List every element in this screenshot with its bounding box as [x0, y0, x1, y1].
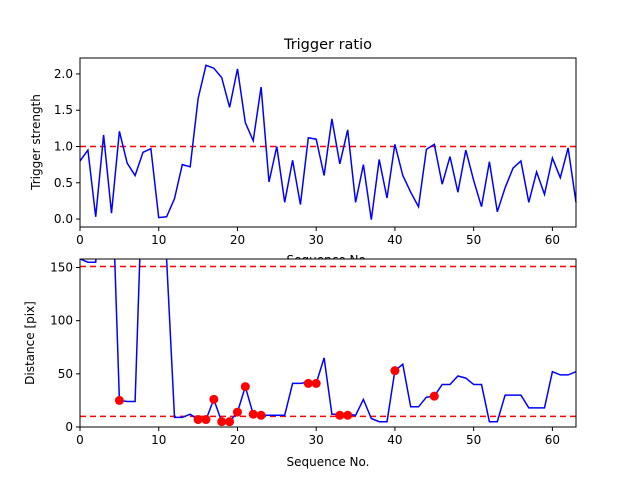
data-marker	[429, 391, 439, 401]
y-axis-label: Trigger strength	[29, 94, 43, 191]
x-tick-label: 40	[387, 433, 402, 447]
x-tick-label: 0	[76, 433, 84, 447]
y-axis-ticks: 0.0 0.5 1.0 1.5 2.0	[54, 67, 80, 226]
x-tick-label: 50	[466, 433, 481, 447]
data-marker	[248, 409, 258, 419]
x-tick-label: 10	[151, 233, 166, 247]
x-tick-label: 20	[230, 233, 245, 247]
x-tick-label: 20	[230, 433, 245, 447]
data-marker	[114, 395, 124, 405]
y-axis-ticks: 0 50 100 150	[50, 261, 80, 434]
y-tick-label: 50	[58, 367, 73, 381]
y-tick-label: 0	[65, 420, 73, 434]
y-tick-label: 1.0	[54, 139, 73, 153]
y-tick-label: 0.0	[54, 212, 73, 226]
data-marker	[209, 394, 219, 404]
x-tick-label: 60	[545, 233, 560, 247]
trigger-ratio-chart: Trigger ratio 0 10 20 30 40 50 60 0.0 0.5 1.0 1.5…	[29, 37, 577, 267]
data-marker	[256, 410, 266, 420]
chart-title: Trigger ratio	[283, 37, 372, 53]
data-marker	[390, 366, 400, 376]
data-marker	[225, 417, 235, 427]
data-marker	[193, 415, 203, 425]
y-tick-label: 150	[50, 261, 73, 275]
y-tick-label: 100	[50, 314, 73, 328]
data-marker	[240, 382, 250, 392]
y-axis-label: Distance [pix]	[23, 301, 37, 385]
x-axis-label: Sequence No.	[287, 455, 370, 469]
trigger-strength-line	[79, 64, 577, 220]
x-tick-label: 30	[309, 433, 324, 447]
x-axis-ticks: 0 10 20 30 40 50 60	[76, 227, 560, 247]
x-tick-label: 60	[545, 433, 560, 447]
data-marker	[343, 410, 353, 420]
y-tick-label: 2.0	[54, 67, 73, 81]
x-tick-label: 40	[387, 233, 402, 247]
x-tick-label: 50	[466, 233, 481, 247]
x-axis-ticks: 0 10 20 30 40 50 60	[76, 427, 560, 447]
data-marker	[201, 415, 211, 425]
data-marker	[311, 378, 321, 388]
x-tick-label: 30	[309, 233, 324, 247]
plot-frame	[79, 258, 577, 428]
data-marker	[303, 378, 313, 388]
plot-frame	[79, 57, 577, 228]
data-marker	[335, 410, 345, 420]
distance-line	[80, 259, 576, 423]
x-tick-label: 0	[76, 233, 84, 247]
data-marker	[217, 417, 227, 427]
distance-markers	[114, 366, 439, 427]
data-marker	[232, 407, 242, 417]
y-tick-label: 0.5	[54, 176, 73, 190]
plot-area-background	[80, 259, 576, 427]
y-tick-label: 1.5	[54, 103, 73, 117]
distance-chart: 0 10 20 30 40 50 60 0 50 100 150 Sequence No. Dis…	[23, 258, 577, 469]
x-tick-label: 10	[151, 433, 166, 447]
